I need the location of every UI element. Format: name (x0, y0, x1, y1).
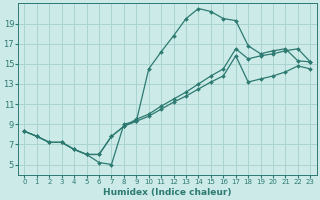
X-axis label: Humidex (Indice chaleur): Humidex (Indice chaleur) (103, 188, 232, 197)
